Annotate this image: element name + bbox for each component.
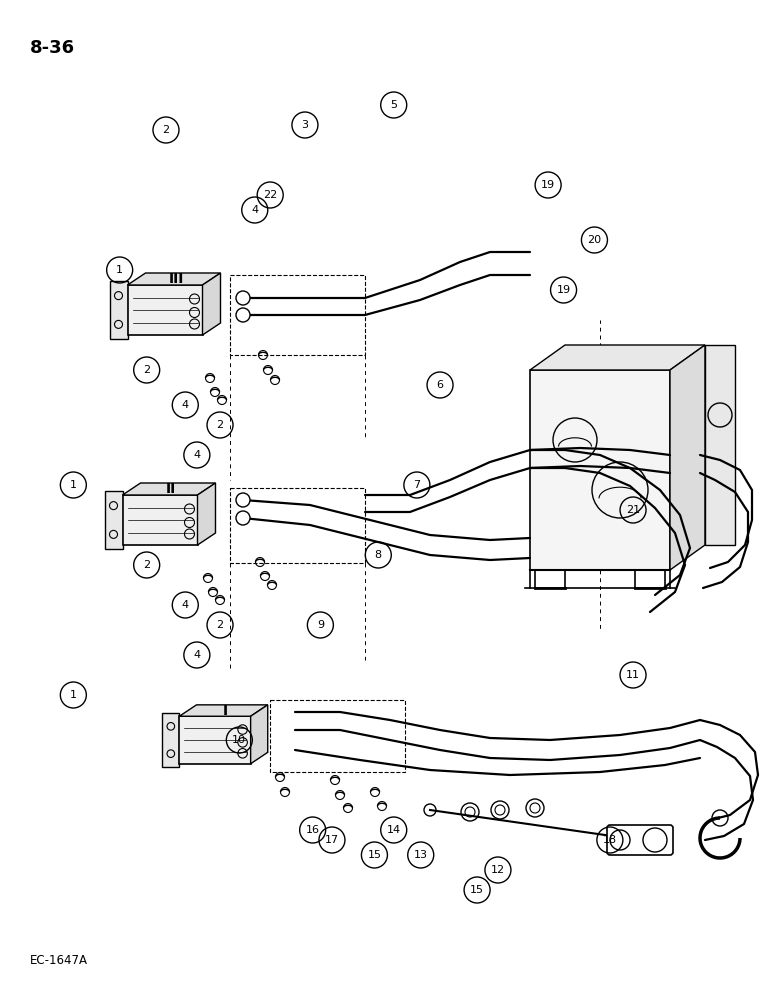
Circle shape xyxy=(236,291,250,305)
Text: 4: 4 xyxy=(181,600,189,610)
Text: 8-36: 8-36 xyxy=(30,39,75,57)
Text: 17: 17 xyxy=(325,835,339,845)
Text: 2: 2 xyxy=(143,560,151,570)
Text: 4: 4 xyxy=(193,650,201,660)
Text: II: II xyxy=(166,482,176,496)
Text: 9: 9 xyxy=(317,620,324,630)
Text: I: I xyxy=(223,704,229,718)
Polygon shape xyxy=(127,273,221,285)
Text: 12: 12 xyxy=(491,865,505,875)
Text: 13: 13 xyxy=(414,850,428,860)
Text: 4: 4 xyxy=(193,450,201,460)
Polygon shape xyxy=(179,705,268,716)
FancyBboxPatch shape xyxy=(607,825,673,855)
Polygon shape xyxy=(198,483,215,545)
Polygon shape xyxy=(251,705,268,764)
Polygon shape xyxy=(530,370,670,570)
Text: 1: 1 xyxy=(69,480,77,490)
Text: 19: 19 xyxy=(557,285,571,295)
Text: 14: 14 xyxy=(387,825,401,835)
Text: 7: 7 xyxy=(413,480,421,490)
Text: 19: 19 xyxy=(541,180,555,190)
Text: III: III xyxy=(168,272,184,286)
Bar xyxy=(230,488,365,563)
FancyBboxPatch shape xyxy=(110,281,127,339)
Text: 2: 2 xyxy=(216,620,224,630)
Text: 2: 2 xyxy=(162,125,170,135)
Text: 5: 5 xyxy=(390,100,398,110)
Text: 4: 4 xyxy=(251,205,259,215)
Polygon shape xyxy=(202,273,221,335)
Text: 18: 18 xyxy=(603,835,617,845)
FancyBboxPatch shape xyxy=(127,285,202,335)
Bar xyxy=(270,700,405,772)
Text: 1: 1 xyxy=(116,265,124,275)
Text: 22: 22 xyxy=(263,190,277,200)
Text: 2: 2 xyxy=(216,420,224,430)
Text: 3: 3 xyxy=(301,120,309,130)
Text: 6: 6 xyxy=(436,380,444,390)
Text: 21: 21 xyxy=(626,505,640,515)
Text: 20: 20 xyxy=(587,235,601,245)
Text: 15: 15 xyxy=(367,850,381,860)
Text: 11: 11 xyxy=(626,670,640,680)
FancyBboxPatch shape xyxy=(179,716,251,764)
FancyBboxPatch shape xyxy=(123,495,198,545)
Text: 4: 4 xyxy=(181,400,189,410)
FancyBboxPatch shape xyxy=(162,713,179,767)
Text: 2: 2 xyxy=(143,365,151,375)
Polygon shape xyxy=(670,345,705,570)
Text: EC-1647A: EC-1647A xyxy=(30,954,88,966)
Text: 1: 1 xyxy=(69,690,77,700)
FancyBboxPatch shape xyxy=(104,491,123,549)
Circle shape xyxy=(236,511,250,525)
Circle shape xyxy=(236,493,250,507)
Text: 10: 10 xyxy=(232,735,246,745)
Bar xyxy=(230,275,365,355)
Text: 16: 16 xyxy=(306,825,320,835)
Polygon shape xyxy=(705,345,735,545)
Text: 8: 8 xyxy=(374,550,382,560)
Polygon shape xyxy=(123,483,215,495)
Polygon shape xyxy=(530,345,705,370)
Circle shape xyxy=(236,308,250,322)
Text: 15: 15 xyxy=(470,885,484,895)
